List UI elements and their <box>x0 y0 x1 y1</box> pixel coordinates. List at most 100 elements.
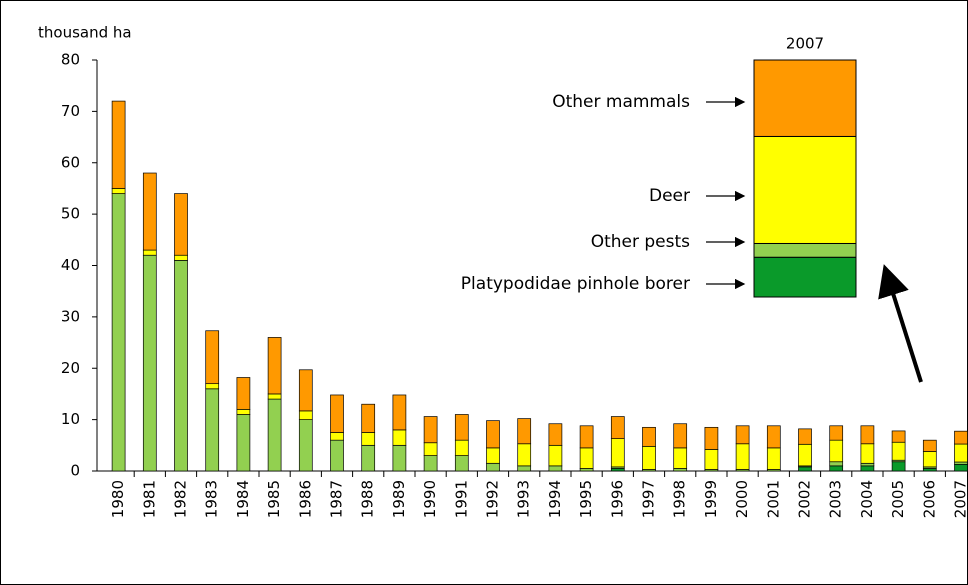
bar-segment <box>642 426 656 447</box>
x-tick-label: 1983 <box>203 480 221 518</box>
legend-label: Platypodidae pinhole borer <box>461 274 690 294</box>
x-tick-label: 1989 <box>390 480 408 518</box>
bar-segment <box>298 410 313 420</box>
x-tick-label: 2000 <box>733 480 751 518</box>
bar-segment <box>454 414 469 441</box>
bar-segment <box>392 394 407 431</box>
bar-segment <box>860 443 875 464</box>
bar-segment <box>860 462 875 467</box>
bar-segment <box>891 441 906 461</box>
x-tick-label: 1985 <box>265 480 283 518</box>
bar-segment <box>392 429 407 446</box>
bar-segment <box>205 330 220 385</box>
inset-segment <box>753 135 857 244</box>
x-tick-label: 2002 <box>796 480 814 518</box>
bar-segment <box>361 444 376 472</box>
y-tick-label: 0 <box>70 462 80 480</box>
bar-segment <box>954 430 968 445</box>
bar-segment <box>361 432 376 446</box>
inset-segment <box>753 59 857 137</box>
bar-segment <box>236 377 251 410</box>
x-tick-label: 1992 <box>484 480 502 518</box>
x-tick-label: 1984 <box>234 480 252 518</box>
bar-segment <box>610 468 625 472</box>
y-tick-label: 30 <box>61 307 80 325</box>
x-tick-label: 1981 <box>140 480 158 518</box>
x-tick-label: 1996 <box>608 480 626 518</box>
bar-segment <box>486 420 500 449</box>
bar-segment <box>860 465 875 472</box>
bar-segment <box>330 394 344 433</box>
bar-segment <box>205 383 220 390</box>
bar-segment <box>610 416 625 439</box>
bar-segment <box>486 447 500 464</box>
x-tick-label: 2005 <box>889 480 907 518</box>
inset-segment <box>753 256 857 298</box>
y-tick-label: 40 <box>61 256 80 274</box>
legend-label: Deer <box>649 186 690 206</box>
bar-segment <box>548 423 563 446</box>
y-tick-label: 60 <box>61 153 80 171</box>
y-tick-label: 10 <box>61 410 80 428</box>
bar-segment <box>548 465 563 472</box>
x-tick-label: 1998 <box>671 480 689 518</box>
x-tick-label: 1986 <box>296 480 314 518</box>
bar-segment <box>829 425 844 441</box>
bar-segment <box>111 193 126 472</box>
bar-segment <box>236 409 251 415</box>
x-tick-label: 2001 <box>764 480 782 518</box>
bar-segment <box>798 466 812 472</box>
bar-segment <box>579 468 594 472</box>
bar-segment <box>423 455 438 472</box>
bar-segment <box>922 451 937 468</box>
bar-segment <box>673 423 688 449</box>
x-tick-label: 1997 <box>640 480 658 518</box>
bar-segment <box>922 439 937 452</box>
y-tick-label: 50 <box>61 205 80 223</box>
bar-segment <box>423 442 438 456</box>
bar-segment <box>174 193 188 256</box>
bar-segment <box>142 254 157 472</box>
bar-segment <box>548 444 563 467</box>
bar-segment <box>829 465 844 472</box>
bar-segment <box>517 418 532 445</box>
bar-segment <box>798 428 812 445</box>
bar-segment <box>298 369 313 412</box>
legend-label: Other pests <box>591 232 690 252</box>
bar-segment <box>610 438 625 468</box>
bar-segment <box>735 425 750 445</box>
bar-segment <box>142 249 157 256</box>
bar-segment <box>236 414 251 472</box>
bar-segment <box>642 445 656 470</box>
x-tick-label: 2004 <box>858 480 876 518</box>
bar-segment <box>111 100 126 189</box>
bar-segment <box>267 398 282 472</box>
x-tick-label: 2007 <box>952 480 968 518</box>
bar-segment <box>330 432 344 441</box>
bar-segment <box>735 443 750 470</box>
bar-segment <box>205 388 220 472</box>
y-tick-label: 70 <box>61 102 80 120</box>
x-tick-label: 1987 <box>328 480 346 518</box>
inset-segment <box>753 242 857 258</box>
bar-segment <box>704 449 719 470</box>
bar-segment <box>330 439 344 472</box>
x-tick-label: 1993 <box>515 480 533 518</box>
bar-segment <box>111 188 126 194</box>
bar-segment <box>704 426 719 450</box>
bar-segment <box>891 430 906 443</box>
y-axis-label: thousand ha <box>38 24 132 42</box>
bar-segment <box>361 403 376 433</box>
x-tick-label: 1991 <box>452 480 470 518</box>
bar-segment <box>829 461 844 467</box>
inset-title: 2007 <box>786 35 824 53</box>
bar-segment <box>673 447 688 469</box>
bar-segment <box>517 443 532 467</box>
bar-segment <box>423 416 438 444</box>
bar-segment <box>766 447 781 470</box>
x-tick-label: 1980 <box>109 480 127 518</box>
bar-segment <box>298 419 313 472</box>
x-tick-label: 2003 <box>827 480 845 518</box>
bar-segment <box>267 337 282 395</box>
